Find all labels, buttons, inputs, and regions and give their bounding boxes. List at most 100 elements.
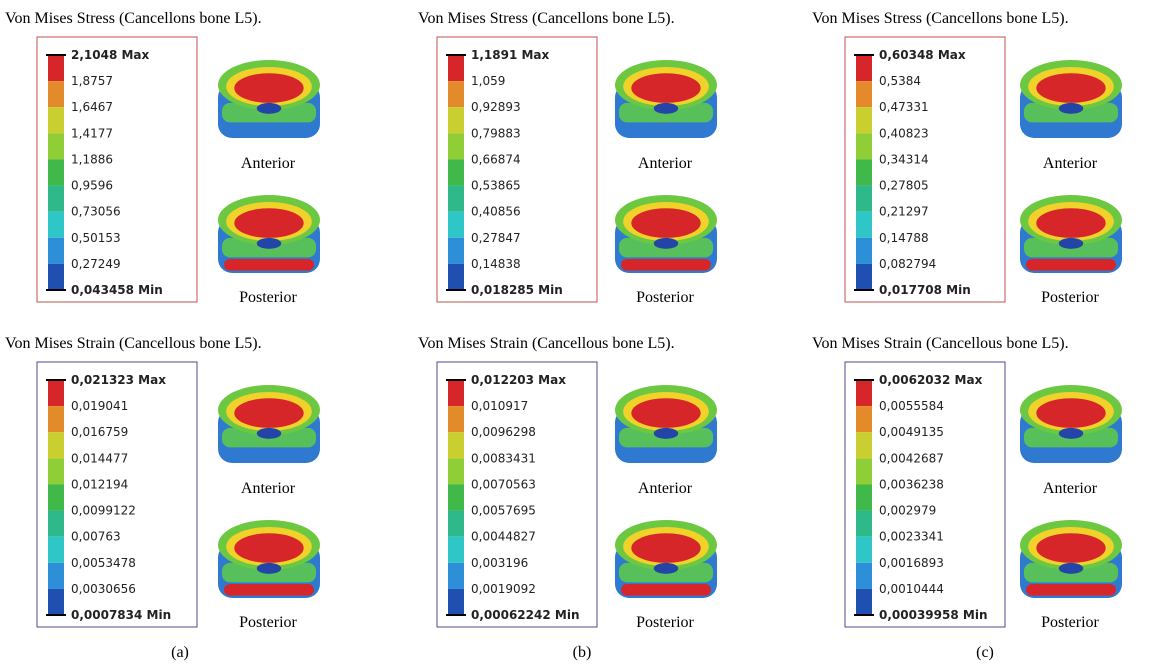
color-band — [448, 133, 464, 159]
bone-spot — [1059, 103, 1083, 114]
color-band — [856, 186, 872, 212]
bone-spot — [654, 428, 678, 439]
legend-label: 0,021323 Max — [71, 373, 166, 387]
bone-top — [234, 73, 303, 103]
caption: (c) — [976, 644, 994, 661]
color-band — [856, 458, 872, 484]
color-band — [448, 107, 464, 133]
legend-label: 1,1891 Max — [471, 48, 550, 62]
color-band — [48, 380, 64, 406]
legend-label: 0,27805 — [879, 179, 929, 193]
bone-model — [1020, 385, 1122, 463]
color-band — [856, 238, 872, 264]
legend-label: 0,66874 — [471, 152, 521, 166]
legend-label: 0,0062032 Max — [879, 373, 983, 387]
bone-top — [1036, 73, 1105, 103]
view-label: Posterior — [239, 289, 297, 306]
color-band — [856, 563, 872, 589]
legend-label: 1,6467 — [71, 100, 113, 114]
color-band — [856, 55, 872, 81]
legend-label: 1,059 — [471, 74, 505, 88]
bone-top — [1036, 398, 1105, 428]
view-label: Posterior — [239, 614, 297, 631]
panel-title: Von Mises Strain (Cancellous bone L5). — [418, 335, 675, 352]
color-band — [448, 432, 464, 458]
view-label: Anterior — [638, 155, 693, 172]
color-band — [48, 238, 64, 264]
color-band — [48, 159, 64, 185]
bone-top — [631, 533, 700, 563]
color-band — [48, 406, 64, 432]
legend-label: 0,043458 Min — [71, 283, 163, 297]
bone-spot — [654, 563, 678, 574]
legend-label: 0,0016893 — [879, 556, 944, 570]
bone-spot — [257, 428, 281, 439]
color-band — [448, 380, 464, 406]
color-band — [448, 563, 464, 589]
bone-model — [218, 520, 320, 598]
legend-label: 0,60348 Max — [879, 48, 966, 62]
legend-label: 0,73056 — [71, 205, 121, 219]
legend-label: 0,14788 — [879, 231, 929, 245]
color-band — [856, 537, 872, 563]
view-label: Anterior — [241, 480, 296, 497]
color-band — [448, 238, 464, 264]
view-label: Anterior — [638, 480, 693, 497]
legend-label: 0,012203 Max — [471, 373, 566, 387]
bone-model — [218, 195, 320, 273]
view-label: Posterior — [1041, 289, 1099, 306]
panel-title: Von Mises Stress (Cancellons bone L5). — [5, 10, 262, 27]
legend-label: 0,50153 — [71, 231, 121, 245]
bone-model — [1020, 520, 1122, 598]
legend-label: 0,003196 — [471, 556, 528, 570]
view-label: Posterior — [636, 614, 694, 631]
legend-label: 0,019041 — [71, 399, 128, 413]
bone-top — [1036, 208, 1105, 238]
panel-title: Von Mises Strain (Cancellous bone L5). — [5, 335, 262, 352]
color-band — [48, 212, 64, 238]
bone-band — [621, 584, 711, 596]
legend-label: 2,1048 Max — [71, 48, 150, 62]
color-band — [448, 55, 464, 81]
bone-model — [615, 520, 717, 598]
bone-spot — [654, 238, 678, 249]
bone-top — [631, 73, 700, 103]
bone-model — [1020, 195, 1122, 273]
legend-label: 0,0042687 — [879, 451, 944, 465]
bone-top — [234, 533, 303, 563]
color-band — [48, 186, 64, 212]
color-band — [856, 511, 872, 537]
legend-label: 0,0010444 — [879, 582, 944, 596]
legend-label: 0,016759 — [71, 425, 128, 439]
color-band — [48, 133, 64, 159]
caption: (a) — [171, 644, 189, 661]
bone-band — [1026, 259, 1116, 271]
color-band — [448, 186, 464, 212]
legend-label: 0,0096298 — [471, 425, 536, 439]
legend-label: 0,0019092 — [471, 582, 536, 596]
bone-model — [615, 195, 717, 273]
view-label: Posterior — [1041, 614, 1099, 631]
bone-spot — [257, 103, 281, 114]
legend-label: 0,00062242 Min — [471, 608, 579, 622]
color-band — [856, 81, 872, 107]
legend-label: 1,4177 — [71, 126, 113, 140]
color-band — [48, 432, 64, 458]
bone-spot — [654, 103, 678, 114]
legend-label: 0,79883 — [471, 126, 521, 140]
caption: (b) — [573, 644, 592, 661]
view-label: Anterior — [241, 155, 296, 172]
legend-label: 0,0083431 — [471, 451, 536, 465]
legend-label: 0,017708 Min — [879, 283, 971, 297]
legend-label: 0,27847 — [471, 231, 521, 245]
legend-label: 0,0030656 — [71, 582, 136, 596]
legend-label: 0,92893 — [471, 100, 521, 114]
legend-label: 0,40856 — [471, 205, 521, 219]
legend-label: 0,018285 Min — [471, 283, 563, 297]
legend-label: 0,0023341 — [879, 530, 944, 544]
legend-label: 0,002979 — [879, 504, 936, 518]
legend-label: 0,0044827 — [471, 530, 536, 544]
legend-label: 1,8757 — [71, 74, 113, 88]
legend-label: 0,0036238 — [879, 477, 944, 491]
color-band — [856, 484, 872, 510]
